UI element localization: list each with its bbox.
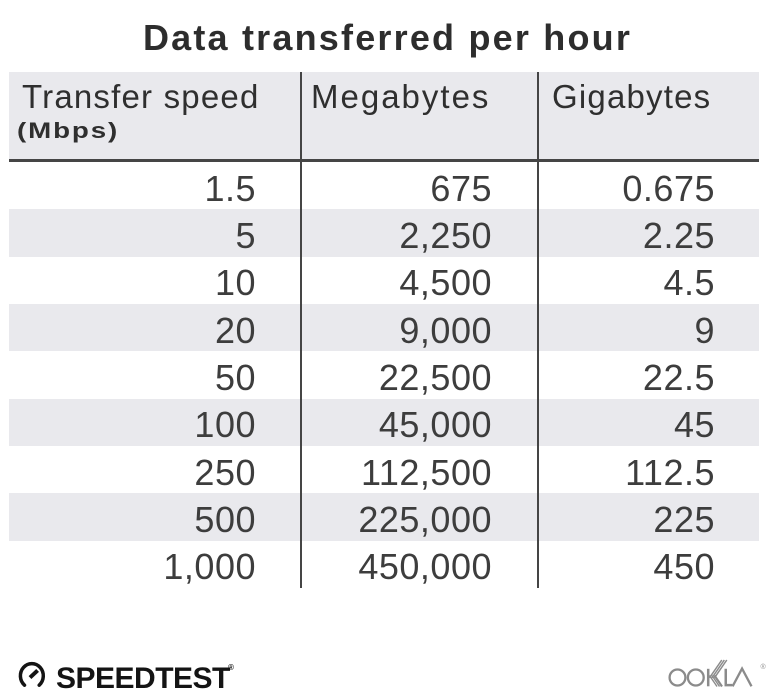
svg-text:®: ® (228, 663, 234, 672)
svg-text:®: ® (761, 663, 767, 671)
svg-text:SPEEDTEST: SPEEDTEST (56, 662, 230, 694)
